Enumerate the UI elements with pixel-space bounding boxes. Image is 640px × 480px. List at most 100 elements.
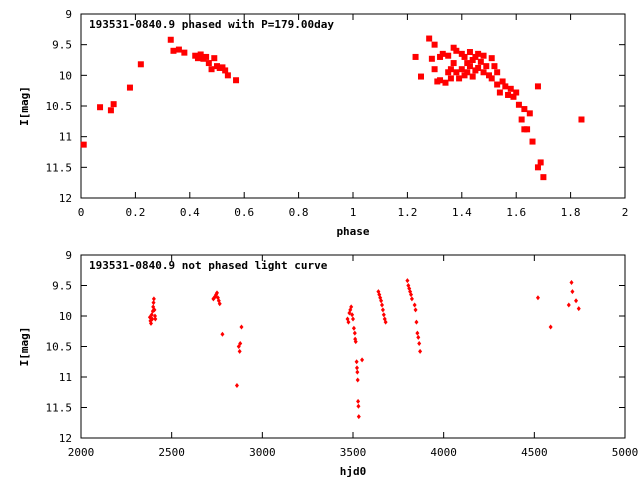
chart-1-x-tick-label: 5000: [612, 446, 639, 459]
chart-1-data-point: [355, 377, 360, 383]
chart-0-x-tick-label: 0.2: [125, 206, 145, 219]
phased-panel: 0 0.2 0.4 0.6 0.8 1 1.2 1.4 1.6 1.8 2 9 9.5 10 10.5 11 1…: [18, 8, 628, 238]
chart-1-data-point: [152, 313, 157, 319]
chart-0-data-point: [537, 159, 544, 166]
chart-0-data-point: [450, 60, 457, 67]
chart-1-data-point: [149, 312, 154, 318]
chart-1-data-point: [414, 319, 419, 325]
chart-1-data-point: [346, 319, 351, 325]
chart-0-y-axis-label: I[mag]: [18, 86, 31, 126]
chart-1-data-point: [383, 319, 388, 325]
chart-0-data-point: [426, 35, 433, 42]
chart-0-data-point: [480, 69, 487, 76]
chart-0-x-tick-label: 0: [78, 206, 85, 219]
chart-0-data-point: [458, 50, 465, 57]
chart-0-data-point: [437, 53, 444, 60]
chart-1-x-tick-label: 2000: [68, 446, 95, 459]
chart-0-data-point: [137, 61, 144, 68]
chart-0-data-point: [442, 79, 449, 86]
chart-0-data-point: [447, 66, 454, 73]
chart-0-data-point: [499, 78, 506, 85]
chart-0-data-point: [175, 46, 182, 53]
chart-1-data-point: [380, 307, 385, 313]
chart-0-x-tick-label: 1.4: [452, 206, 472, 219]
chart-0-data-point: [445, 69, 452, 76]
chart-0-x-tick-label: 1.8: [561, 206, 581, 219]
chart-0-x-tick-label: 1.6: [506, 206, 526, 219]
chart-0-data-point: [461, 72, 468, 79]
chart-1-data-point: [405, 278, 410, 284]
chart-1-y-axis-label: I[mag]: [18, 327, 31, 367]
unphased-panel: 2000 2500 3000 3500 4000 4500 5000 9 9.5 10 10.5 11…: [18, 249, 638, 478]
chart-0-data-point: [464, 60, 471, 67]
chart-0-data-point: [502, 83, 509, 90]
chart-0-data-point: [477, 58, 484, 65]
chart-0-data-point: [507, 85, 514, 92]
chart-0-data-point: [515, 101, 522, 108]
chart-0-data-point: [494, 69, 501, 76]
chart-0-data-point: [486, 72, 492, 79]
chart-0-data-point: [456, 75, 463, 82]
chart-0-data-point: [534, 83, 541, 90]
chart-1-y-tick-label: 10: [59, 310, 72, 323]
chart-0-data-point: [412, 53, 419, 60]
chart-1-data-point: [153, 316, 158, 322]
chart-1-data-point: [535, 295, 540, 301]
chart-1-y-tick-label: 12: [59, 432, 72, 445]
chart-0-data-point: [219, 64, 226, 71]
chart-0-data-point: [472, 53, 479, 60]
chart-0-data-point: [167, 36, 174, 43]
chart-1-y-tick-label: 9: [65, 249, 72, 262]
chart-0-data-point: [466, 49, 473, 56]
chart-1-data-point: [217, 301, 222, 307]
chart-0-y-tick-label: 11.5: [46, 161, 73, 174]
chart-1-data-point: [417, 340, 422, 346]
chart-1-data-point: [238, 340, 243, 346]
chart-0-x-axis-label: phase: [336, 225, 369, 238]
chart-1-title: 193531-0840.9 not phased light curve: [89, 259, 328, 272]
chart-1-data-point: [150, 316, 155, 322]
chart-1-data-point: [215, 290, 219, 296]
chart-0-data-point: [461, 53, 468, 60]
chart-1-x-tick-label: 4000: [430, 446, 457, 459]
chart-1-data-point: [351, 325, 356, 331]
chart-0-data-point: [529, 138, 536, 145]
chart-1-data-point: [237, 348, 242, 354]
chart-0-data-point: [488, 55, 495, 62]
chart-0-data-point: [524, 126, 531, 133]
chart-0-data-point: [578, 116, 585, 123]
chart-0-y-tick-label: 10.5: [46, 100, 73, 113]
chart-0-data-point: [469, 73, 476, 80]
chart-0-data-point: [518, 116, 525, 123]
chart-0-data-point: [488, 75, 495, 82]
chart-0-data-point: [521, 106, 528, 113]
chart-1-y-tick-label: 11: [59, 371, 72, 384]
chart-1-data-point: [574, 298, 579, 304]
chart-1-data-point: [151, 300, 156, 306]
chart-0-data-point: [428, 55, 435, 62]
chart-1-data-point: [409, 296, 414, 302]
chart-1-data-point: [576, 306, 581, 312]
chart-1-data-point: [234, 383, 239, 389]
chart-1-data-point: [356, 398, 361, 404]
chart-0-data-point: [222, 67, 229, 74]
chart-1-data-point: [409, 292, 414, 298]
chart-0-data-point: [458, 66, 465, 73]
chart-0-data-point: [418, 73, 424, 80]
chart-1-data-point: [380, 302, 385, 308]
chart-0-data-point: [469, 57, 476, 63]
chart-0-x-tick-label: 2: [622, 206, 629, 219]
chart-0-data-point: [197, 51, 204, 58]
chart-0-data-point: [194, 55, 201, 62]
chart-1-y-tick-label: 10.5: [46, 341, 73, 354]
chart-1-data-point: [352, 330, 357, 336]
chart-0-data-point: [475, 64, 482, 71]
chart-1-data-point: [418, 348, 423, 354]
chart-1-data-point: [413, 307, 418, 313]
chart-0-data-point: [439, 50, 446, 57]
chart-0-title: 193531-0840.9 phased with P=179.00day: [89, 18, 334, 31]
chart-1-data-point: [570, 289, 575, 295]
chart-1-data-point: [353, 339, 358, 345]
chart-0-data-point: [505, 91, 512, 98]
